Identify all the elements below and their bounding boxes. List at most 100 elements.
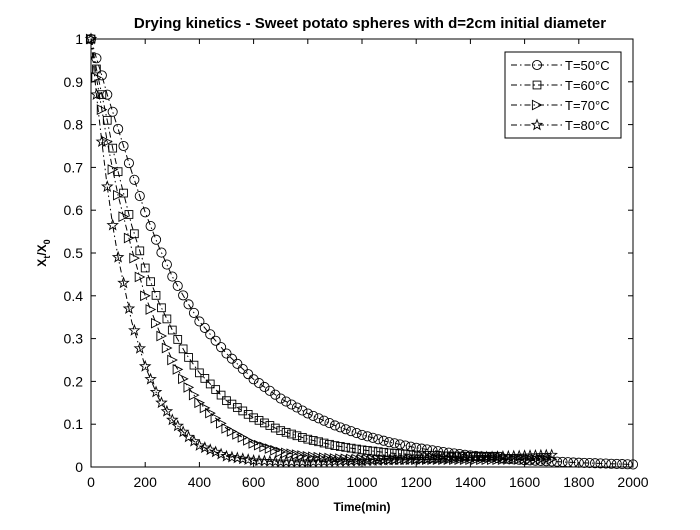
x-tick-label: 2000 <box>617 474 648 490</box>
y-tick-label: 0.1 <box>64 416 84 432</box>
data-point <box>243 435 254 446</box>
data-point <box>324 418 335 429</box>
data-point <box>356 429 368 440</box>
data-point <box>617 459 628 470</box>
data-point <box>557 456 568 467</box>
data-point <box>584 458 595 469</box>
data-point <box>167 271 178 282</box>
data-point <box>292 431 302 441</box>
data-point <box>329 420 340 431</box>
data-point <box>178 290 189 301</box>
y-axis-label: Xt/X0 <box>35 239 52 266</box>
data-point <box>210 335 221 346</box>
data-point <box>276 426 286 435</box>
series-line <box>90 38 498 457</box>
data-point <box>183 299 194 310</box>
data-point <box>216 418 227 429</box>
data-point <box>384 448 394 458</box>
data-point <box>367 432 378 443</box>
data-point <box>254 415 264 425</box>
data-point <box>405 441 416 452</box>
data-point <box>449 454 460 466</box>
y-tick-label: 0.2 <box>64 373 84 389</box>
data-point <box>248 438 260 449</box>
data-point <box>134 191 145 202</box>
data-point <box>308 436 318 445</box>
x-tick-label: 800 <box>296 474 320 490</box>
series-line <box>90 38 552 461</box>
data-point <box>187 434 201 447</box>
x-tick-label: 1800 <box>563 474 594 490</box>
data-point <box>160 404 174 417</box>
data-point <box>167 354 178 366</box>
data-point <box>193 439 206 451</box>
x-tick-label: 200 <box>134 474 158 490</box>
data-point <box>227 399 237 409</box>
data-point <box>216 342 227 353</box>
data-point <box>113 123 124 134</box>
y-tick-label: 0.5 <box>64 245 84 261</box>
data-point <box>97 90 107 100</box>
data-point <box>118 140 129 152</box>
data-point <box>176 425 190 438</box>
data-point <box>156 330 168 342</box>
data-point <box>568 457 579 468</box>
data-point <box>270 389 281 400</box>
legend-label: T=70°C <box>565 98 610 113</box>
data-point <box>524 453 536 465</box>
data-point <box>248 374 259 385</box>
data-point <box>123 232 135 244</box>
data-point <box>573 457 584 468</box>
series-star <box>84 32 558 468</box>
data-point <box>205 379 215 389</box>
data-point <box>90 88 103 100</box>
x-tick-label: 1000 <box>346 474 377 490</box>
data-point <box>275 393 286 404</box>
y-tick-label: 0.3 <box>64 331 84 347</box>
data-point <box>129 252 140 264</box>
data-point <box>291 402 303 413</box>
series-line <box>90 38 552 463</box>
data-point <box>156 247 167 258</box>
data-point <box>145 220 156 232</box>
legend-item: T=50°C <box>511 58 610 73</box>
chart-title: Drying kinetics - Sweet potato spheres w… <box>134 15 606 32</box>
data-point <box>303 434 313 444</box>
data-point <box>129 229 139 239</box>
data-point <box>198 441 212 454</box>
data-point <box>145 304 157 315</box>
y-axis-label-sub2: 0 <box>42 239 52 244</box>
data-point <box>384 437 395 448</box>
data-point <box>128 323 141 336</box>
y-tick-label: 0.8 <box>64 117 84 133</box>
data-point <box>122 302 136 314</box>
data-point <box>232 429 243 440</box>
legend-label: T=60°C <box>565 78 610 93</box>
data-point <box>562 457 574 468</box>
data-point <box>308 451 319 463</box>
data-point <box>378 435 389 446</box>
legend-marker <box>531 59 543 71</box>
data-point <box>211 385 221 394</box>
data-point <box>140 263 150 273</box>
data-point <box>579 457 590 468</box>
data-point <box>406 450 416 459</box>
data-point <box>600 458 611 469</box>
x-tick-label: 400 <box>188 474 212 490</box>
data-point <box>319 438 329 448</box>
data-point <box>162 314 172 324</box>
data-point <box>351 427 362 439</box>
legend-label: T=50°C <box>565 58 610 73</box>
data-point <box>319 415 330 426</box>
data-point <box>107 164 119 175</box>
data-point <box>155 396 168 409</box>
y-tick-label: 0.7 <box>64 159 84 175</box>
data-point <box>357 445 367 455</box>
data-point <box>335 422 346 433</box>
data-point <box>150 317 162 329</box>
data-point <box>270 423 280 433</box>
data-point <box>340 424 351 435</box>
data-point <box>226 353 237 364</box>
data-point <box>173 335 183 344</box>
data-point <box>92 64 101 74</box>
